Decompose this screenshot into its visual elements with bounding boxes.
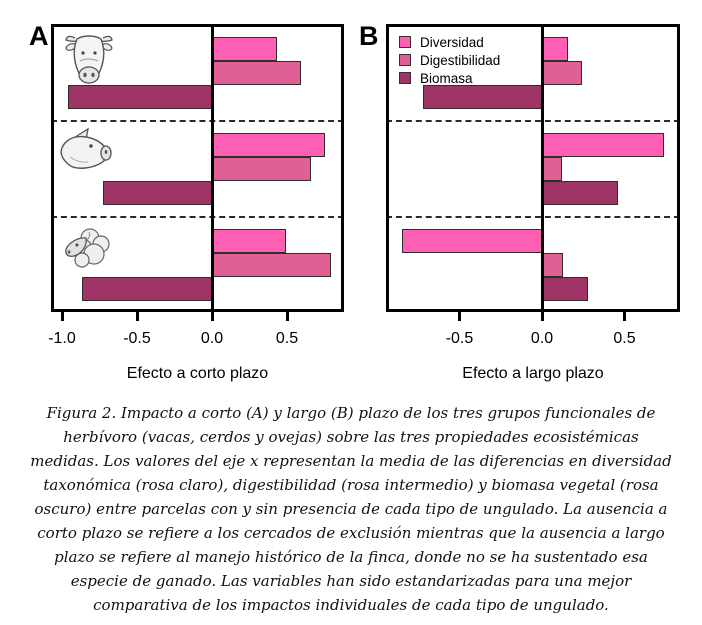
x-axis-tick-label: -0.5 xyxy=(123,330,151,347)
x-axis-tick-label: -1.0 xyxy=(48,330,76,347)
bar-biomasa-cerdos xyxy=(102,181,212,205)
bar-digestibilidad-cerdos xyxy=(542,157,562,181)
panel-a-label: A xyxy=(29,21,49,51)
zero-axis-line xyxy=(541,24,544,312)
x-axis-tick xyxy=(285,312,289,321)
x-axis-tick-label: 0.0 xyxy=(200,330,224,347)
bar-digestibilidad-vacas xyxy=(542,61,582,85)
group-separator-dashed-line xyxy=(51,216,344,218)
x-axis-tick xyxy=(210,312,214,321)
bar-biomasa-vacas xyxy=(423,85,542,109)
bar-diversidad-vacas xyxy=(212,37,277,61)
x-axis-tick xyxy=(135,312,139,321)
x-axis-tick xyxy=(540,312,544,321)
x-axis-tick-label: -0.5 xyxy=(445,330,474,347)
legend-item-biomasa: Biomasa xyxy=(399,69,500,87)
bar-digestibilidad-ovejas xyxy=(212,253,331,277)
group-separator-dashed-line xyxy=(386,120,680,122)
legend-label: Digestibilidad xyxy=(420,52,501,68)
legend-item-digestibilidad: Digestibilidad xyxy=(399,51,500,69)
panel-a-chart: Efecto a corto plazo -1.0 -0.5 0.0 0.5 xyxy=(48,24,344,382)
bar-digestibilidad-ovejas xyxy=(542,253,564,277)
bar-diversidad-cerdos xyxy=(542,133,665,157)
panel-b-chart: Diversidad Digestibilidad Biomasa Efecto… xyxy=(386,24,680,382)
cow-icon xyxy=(65,35,113,84)
bar-biomasa-ovejas xyxy=(81,277,212,301)
legend-item-diversidad: Diversidad xyxy=(399,33,500,51)
sheep-icon xyxy=(65,228,110,268)
legend: Diversidad Digestibilidad Biomasa xyxy=(399,33,500,87)
bar-diversidad-ovejas xyxy=(401,229,542,253)
bar-diversidad-vacas xyxy=(542,37,569,61)
bar-biomasa-cerdos xyxy=(542,181,618,205)
x-axis-tick-label: 0.5 xyxy=(275,330,299,347)
legend-label: Diversidad xyxy=(420,34,484,50)
x-axis-label-corto-plazo: Efecto a corto plazo xyxy=(126,365,269,382)
digestibilidad-swatch-icon xyxy=(399,54,411,66)
legend-label: Biomasa xyxy=(420,70,473,86)
bar-digestibilidad-vacas xyxy=(212,61,301,85)
figure-caption: Figura 2. Impacto a corto (A) y largo (B… xyxy=(30,404,672,614)
bar-biomasa-ovejas xyxy=(542,277,589,301)
x-axis-tick xyxy=(623,312,626,321)
diversidad-swatch-icon xyxy=(399,36,411,48)
pig-icon xyxy=(60,127,112,169)
x-axis-tick-label: 0.0 xyxy=(530,330,554,347)
x-axis-tick-label: 0.5 xyxy=(613,330,636,347)
x-axis-tick xyxy=(60,312,64,321)
bar-diversidad-ovejas xyxy=(212,229,286,253)
panel-b-label: B xyxy=(359,21,379,51)
x-axis-label-largo-plazo: Efecto a largo plazo xyxy=(462,365,604,382)
bar-digestibilidad-cerdos xyxy=(212,157,311,181)
group-separator-dashed-line xyxy=(51,120,344,122)
x-axis-tick xyxy=(458,312,461,321)
biomasa-swatch-icon xyxy=(399,72,411,84)
group-separator-dashed-line xyxy=(386,216,680,218)
bar-diversidad-cerdos xyxy=(212,133,325,157)
zero-axis-line xyxy=(211,24,214,312)
